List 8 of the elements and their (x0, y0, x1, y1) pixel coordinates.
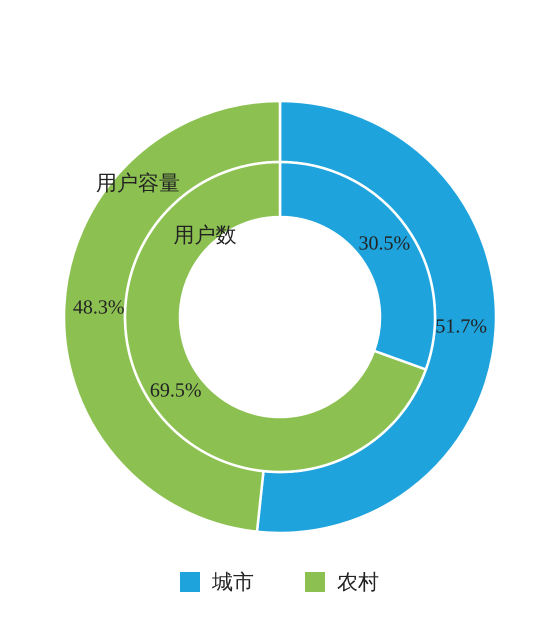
data-label: 69.5% (150, 379, 202, 402)
data-label: 30.5% (358, 232, 410, 255)
slice-label: 用户容量 (96, 171, 180, 195)
data-label: 48.3% (72, 296, 125, 318)
legend-label: 农村 (337, 570, 379, 594)
data-label: 51.7% (435, 316, 488, 338)
slice-label: 用户数 (174, 223, 236, 247)
legend-label: 城市 (211, 570, 254, 594)
